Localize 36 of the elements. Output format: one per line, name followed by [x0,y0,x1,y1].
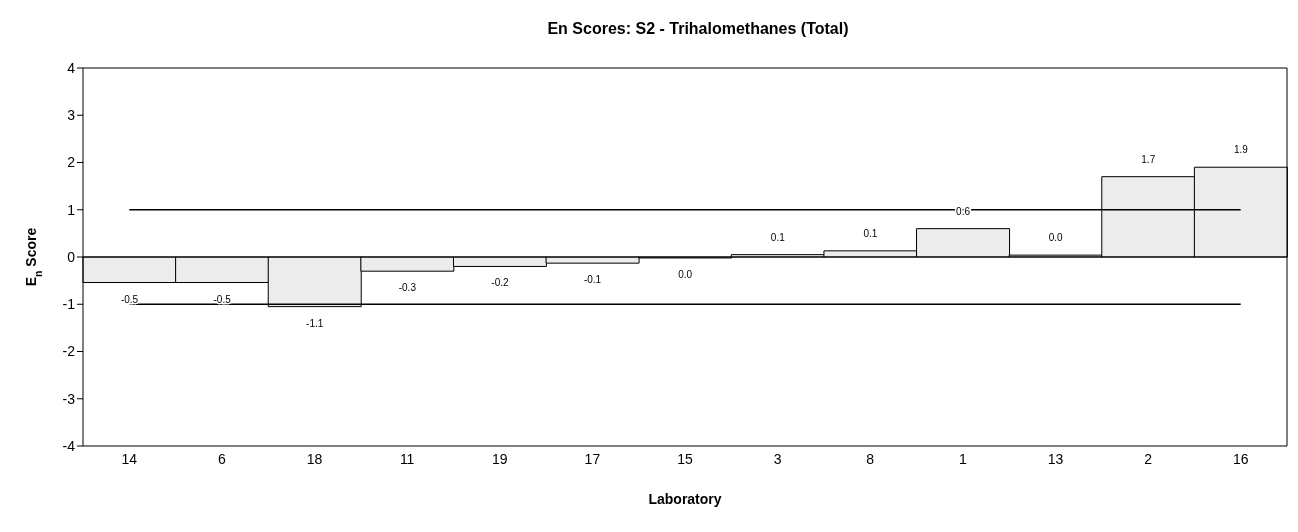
data-label: -1.1 [306,317,324,329]
x-tick-label: 3 [773,450,782,467]
x-tick-label: 15 [677,450,693,467]
x-tick-label: 16 [1232,450,1249,467]
x-axis-title: Laboratory [648,491,722,507]
x-tick-label: 13 [1047,450,1064,467]
x-tick-label: 2 [1144,450,1153,467]
y-tick-label: 0 [67,248,76,265]
y-tick-label: -1 [62,296,76,313]
data-label: -0.5 [120,293,139,305]
x-tick-label: 6 [218,450,227,467]
y-tick-label: 2 [67,154,76,171]
data-label: -0.1 [583,274,602,286]
y-tick-label: 3 [67,107,76,124]
data-label: 0.0 [678,268,693,280]
y-tick-label: -4 [62,437,76,454]
x-tick-label: 11 [399,450,415,467]
x-tick-label: 1 [958,450,967,467]
y-tick-label: -2 [62,343,76,360]
y-tick-label: -3 [62,390,76,407]
x-tick-label: 19 [491,450,508,467]
y-tick-label: 4 [67,59,76,76]
x-tick-label: 17 [584,450,601,467]
data-label: -0.2 [491,277,510,289]
x-tick-label: 18 [306,450,323,467]
data-label: -0.3 [398,282,417,294]
data-label: 0.0 [1048,232,1064,244]
data-label: 0.1 [863,227,878,239]
data-label: -0.5 [213,293,232,305]
x-tick-label: 8 [866,450,875,467]
x-tick-label: 14 [121,450,138,467]
data-label: 1.7 [1141,153,1156,165]
y-tick-label: 1 [67,201,76,218]
data-label: 0.1 [770,231,786,243]
chart-title: En Scores: S2 - Trihalomethanes (Total) [546,20,850,38]
data-label: 1.9 [1233,144,1249,156]
